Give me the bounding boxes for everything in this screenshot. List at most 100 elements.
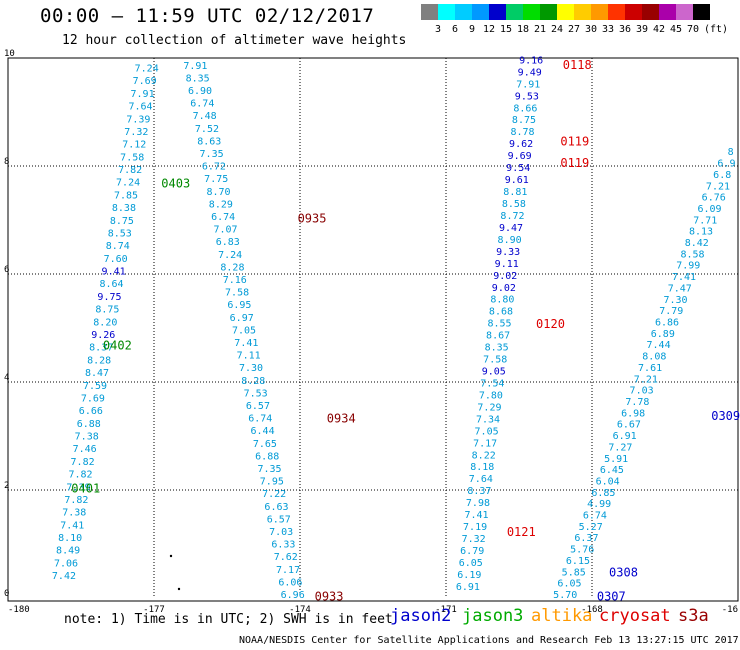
lon-tick-label: -171 — [435, 605, 457, 615]
wave-height-value: 7.53 — [244, 388, 268, 399]
pass-time-label: 0119 — [560, 134, 589, 148]
wave-height-value: 6.98 — [621, 408, 645, 419]
wave-height-value: 7.32 — [462, 534, 486, 545]
wave-height-value: 7.35 — [200, 149, 224, 160]
legend-jason2: jason2 — [390, 606, 452, 626]
wave-height-value: 7.24 — [116, 178, 140, 189]
lat-tick-label: 10 — [4, 49, 15, 59]
lat-tick-label: 6 — [4, 265, 9, 275]
wave-height-value: 7.61 — [638, 363, 662, 374]
wave-height-value: 9.11 — [495, 259, 519, 270]
wave-height-value: 8.74 — [106, 241, 130, 252]
scale-swatch — [608, 4, 625, 20]
wave-height-value: 7.91 — [131, 89, 155, 100]
lon-tick-label: -177 — [143, 605, 165, 615]
scale-swatch — [693, 4, 710, 20]
wave-height-value: 7.16 — [223, 275, 247, 286]
scale-label: 30 — [584, 24, 598, 35]
lon-tick-label: -174 — [289, 605, 311, 615]
wave-height-value: 8.42 — [685, 238, 709, 249]
legend-jason3: jason3 — [462, 606, 524, 626]
wave-height-value: 6.06 — [278, 577, 302, 588]
wave-height-value: 6.19 — [457, 570, 481, 581]
wave-height-value: 7.62 — [274, 552, 298, 563]
wave-height-value: 7.52 — [195, 124, 219, 135]
pass-time-label: 0307 — [597, 590, 626, 604]
scale-label: 12 — [482, 24, 496, 35]
wave-height-value: 9.02 — [493, 271, 517, 282]
wave-height-value: 8.78 — [510, 127, 534, 138]
wave-height-value: 7.30 — [239, 363, 263, 374]
wave-height-value: 5.85 — [562, 567, 586, 578]
pass-time-label: 0402 — [103, 339, 132, 353]
scale-label: 6 — [451, 24, 459, 35]
pass-time-label: 0309 — [711, 409, 740, 423]
lon-tick-label: -168 — [581, 605, 603, 615]
wave-height-value: 6.88 — [255, 451, 279, 462]
wave-height-value: 6.9 — [717, 159, 735, 170]
legend-s3a: s3a — [678, 606, 709, 626]
pass-time-label: 0119 — [560, 156, 589, 170]
wave-height-value: 7.47 — [668, 283, 692, 294]
wave-height-value: 8.53 — [108, 228, 132, 239]
wave-height-value: 7.41 — [234, 338, 258, 349]
scale-swatch — [455, 4, 472, 20]
wave-height-value: 6.74 — [190, 99, 214, 110]
scale-swatch — [523, 4, 540, 20]
scale-swatch — [659, 4, 676, 20]
scale-label: 9 — [468, 24, 476, 35]
plot-frame — [7, 57, 739, 602]
wave-height-value: 6.63 — [264, 502, 288, 513]
pass-time-label: 0308 — [609, 565, 638, 579]
wave-height-value: 8.81 — [503, 187, 527, 198]
scale-label: 45 — [669, 24, 683, 35]
wave-height-value: 8.35 — [485, 343, 509, 354]
wave-height-value: 5.76 — [570, 545, 594, 556]
wave-height-value: 7.91 — [183, 61, 207, 72]
wave-height-value: 8.58 — [680, 249, 704, 260]
wave-height-value: 9.05 — [482, 367, 506, 378]
wave-height-value: 6.96 — [281, 590, 305, 601]
wave-height-value: 7.85 — [114, 190, 138, 201]
wave-height-value: 8.37 — [467, 486, 491, 497]
wave-height-value: 8.75 — [110, 216, 134, 227]
wave-height-value: 7.82 — [64, 495, 88, 506]
wave-height-value: 6.05 — [459, 558, 483, 569]
wave-height-value: 7.58 — [225, 288, 249, 299]
wave-height-value: 6.74 — [248, 414, 272, 425]
scale-label: 21 — [533, 24, 547, 35]
wave-height-value: 7.03 — [630, 386, 654, 397]
wave-height-value: 8.28 — [241, 376, 265, 387]
wave-height-value: 5.91 — [604, 454, 628, 465]
wave-height-value: 6.67 — [617, 420, 641, 431]
wave-height-value: 7.80 — [479, 390, 503, 401]
pass-time-label: 0120 — [536, 317, 565, 331]
wave-height-value: 8.29 — [209, 199, 233, 210]
wave-height-value: 8.68 — [489, 307, 513, 318]
wave-height-value: 7.65 — [253, 439, 277, 450]
wave-height-value: 8.75 — [95, 305, 119, 316]
wave-height-value: 6.85 — [591, 488, 615, 499]
wave-height-value: 7.34 — [476, 414, 500, 425]
wave-height-value: 6.95 — [227, 300, 251, 311]
wave-height-value: 8.75 — [512, 115, 536, 126]
scale-swatch — [489, 4, 506, 20]
wave-height-value: 9.26 — [91, 330, 115, 341]
wave-height-value: 8.28 — [87, 355, 111, 366]
wave-height-value: 6.91 — [613, 431, 637, 442]
wave-height-value: 8.47 — [85, 368, 109, 379]
wave-height-value: 6.74 — [583, 511, 607, 522]
wave-height-value: 7.75 — [204, 174, 228, 185]
wave-height-value: 7.41 — [60, 520, 84, 531]
wave-height-value: 6.09 — [697, 204, 721, 215]
wave-height-value: 6.90 — [188, 86, 212, 97]
wave-height-value: 7.21 — [706, 181, 730, 192]
wave-height-value: 9.75 — [97, 292, 121, 303]
footer-credit: NOAA/NESDIS Center for Satellite Applica… — [239, 635, 739, 646]
wave-height-value: 7.46 — [73, 444, 97, 455]
wave-height-value: 7.58 — [483, 355, 507, 366]
wave-height-value: 7.64 — [128, 102, 152, 113]
wave-height-value: 7.05 — [475, 426, 499, 437]
wave-height-value: 7.24 — [135, 64, 159, 75]
